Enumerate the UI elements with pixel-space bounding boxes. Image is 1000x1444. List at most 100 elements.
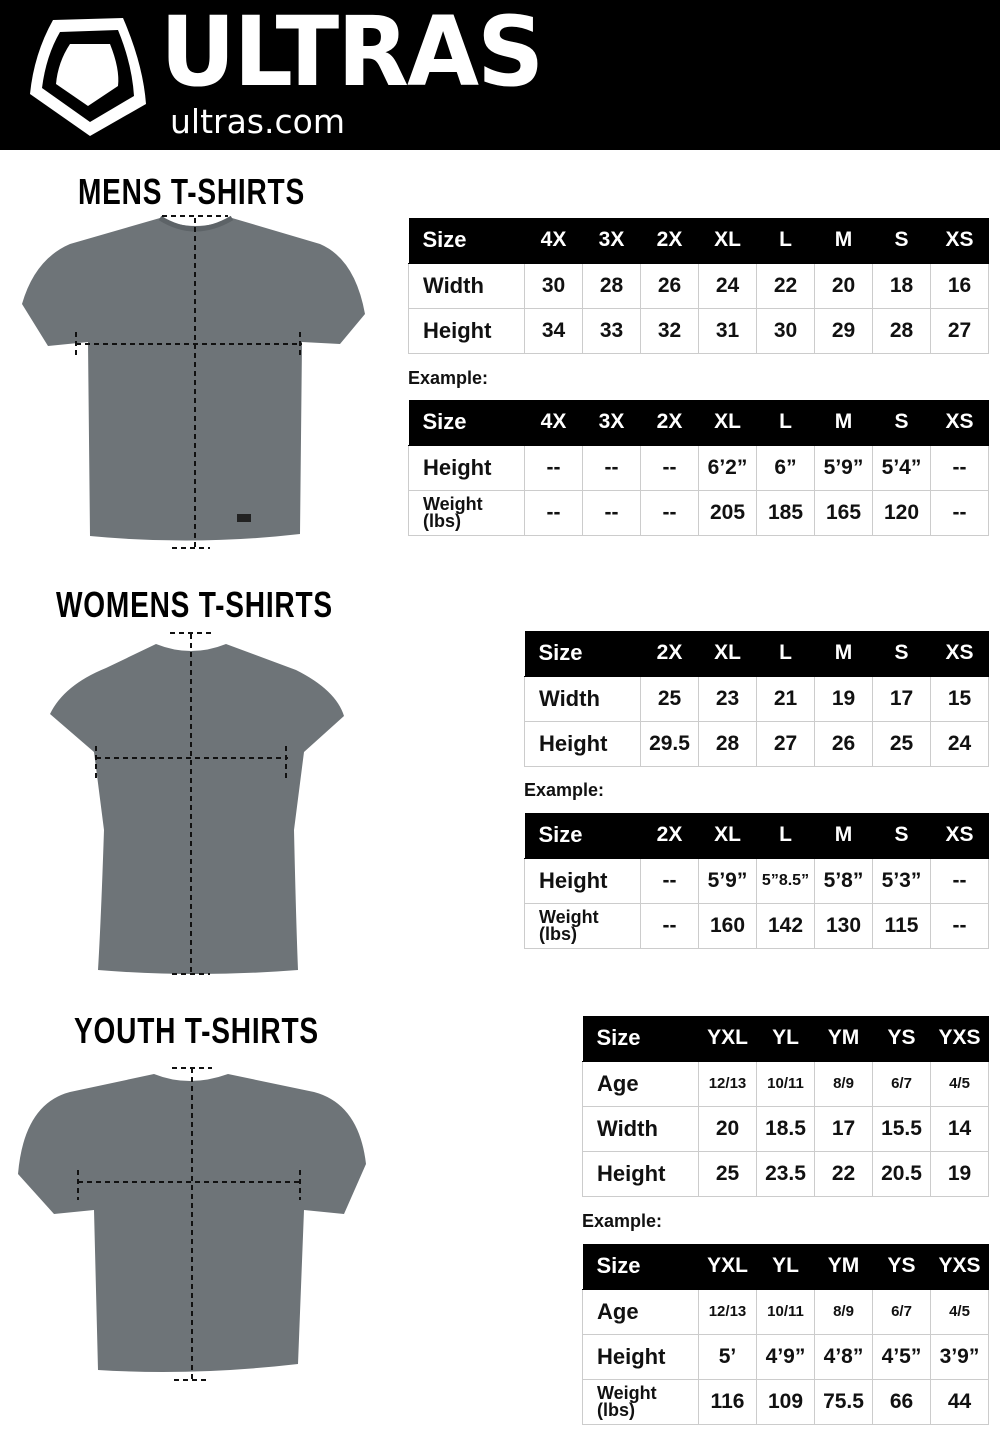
- table-cell: 115: [872, 902, 931, 949]
- site-header: ULTRAS ultras.com: [0, 0, 1000, 150]
- table-cell: --: [640, 857, 699, 904]
- size-column-header: YXL: [698, 1244, 757, 1290]
- size-column-header: 4X: [524, 400, 583, 446]
- table-cell: 5”8.5”: [756, 857, 815, 904]
- table-cell: 29.5: [640, 720, 699, 767]
- table-cell: 5’4”: [872, 444, 931, 491]
- table-row: Age 12/13 10/11 8/9 6/7 4/5: [582, 1288, 989, 1335]
- table-cell: 22: [814, 1150, 873, 1197]
- youth-example-label: Example:: [582, 1211, 663, 1231]
- size-column-header: YM: [814, 1016, 873, 1062]
- mens-example-table: Size 4X 3X 2X XL L M S XS Height -- -- -- 6’2” 6” 5’9” 5…: [408, 400, 989, 536]
- youth-size-table: Size YXL YL YM YS YXS Age 12/13 10/11 8/9 6/7 4/5 Wi…: [582, 1016, 989, 1197]
- size-column-header: XS: [930, 813, 989, 859]
- table-cell: 6’2”: [698, 444, 757, 491]
- table-cell: 165: [814, 489, 873, 536]
- table-cell: --: [640, 902, 699, 949]
- brand-name: ULTRAS: [160, 0, 544, 108]
- womens-example-label: Example:: [524, 780, 605, 800]
- size-column-header: 2X: [640, 400, 699, 446]
- row-label: Age: [582, 1288, 699, 1335]
- table-cell: --: [640, 444, 699, 491]
- size-column-header: YXL: [698, 1016, 757, 1062]
- table-cell: 12/13: [698, 1288, 757, 1335]
- table-cell: 28: [872, 307, 931, 354]
- size-column-header: XS: [930, 218, 989, 264]
- table-cell: 6/7: [872, 1060, 931, 1107]
- table-cell: 25: [640, 675, 699, 722]
- table-cell: 23: [698, 675, 757, 722]
- table-cell: 185: [756, 489, 815, 536]
- table-cell: 14: [930, 1105, 989, 1152]
- table-cell: 18.5: [756, 1105, 815, 1152]
- table-cell: 8/9: [814, 1288, 873, 1335]
- table-cell: 27: [756, 720, 815, 767]
- mens-shirt-image: [22, 215, 365, 549]
- size-column-header: XL: [698, 813, 757, 859]
- table-cell: 25: [698, 1150, 757, 1197]
- table-cell: 5’: [698, 1333, 757, 1380]
- table-row: Width 20 18.5 17 15.5 14: [582, 1105, 989, 1152]
- table-cell: 10/11: [756, 1288, 815, 1335]
- table-cell: 6”: [756, 444, 815, 491]
- table-cell: 30: [524, 262, 583, 309]
- size-column-header: 4X: [524, 218, 583, 264]
- table-cell: 160: [698, 902, 757, 949]
- size-column-header: XS: [930, 631, 989, 677]
- table-cell: 26: [814, 720, 873, 767]
- table-cell: 5’9”: [814, 444, 873, 491]
- table-cell: 4’8”: [814, 1333, 873, 1380]
- table-cell: 10/11: [756, 1060, 815, 1107]
- table-cell: --: [524, 489, 583, 536]
- table-cell: --: [640, 489, 699, 536]
- size-column-header: 2X: [640, 218, 699, 264]
- table-header-row: Size YXL YL YM YS YXS: [582, 1244, 989, 1290]
- row-label: Height: [408, 307, 525, 354]
- size-column-header: YM: [814, 1244, 873, 1290]
- table-cell: 5’8”: [814, 857, 873, 904]
- size-column-header: 3X: [582, 400, 641, 446]
- size-column-header: 2X: [640, 813, 699, 859]
- size-column-header: L: [756, 813, 815, 859]
- table-cell: 26: [640, 262, 699, 309]
- table-cell: --: [930, 857, 989, 904]
- table-header-row: Size 2X XL L M S XS: [524, 631, 989, 677]
- table-cell: --: [930, 444, 989, 491]
- table-cell: 19: [930, 1150, 989, 1197]
- table-header-row: Size YXL YL YM YS YXS: [582, 1016, 989, 1062]
- size-column-header: M: [814, 400, 873, 446]
- size-column-header: M: [814, 631, 873, 677]
- table-cell: 3’9”: [930, 1333, 989, 1380]
- size-column-header: YS: [872, 1244, 931, 1290]
- size-label-header: Size: [582, 1244, 699, 1290]
- table-cell: 12/13: [698, 1060, 757, 1107]
- mens-example-label: Example:: [408, 368, 489, 388]
- table-row: Weight (lbs) 116 109 75.5 66 44: [582, 1378, 989, 1425]
- mens-size-table: Size 4X 3X 2X XL L M S XS Width 30 28 26 24 22 20 18 16 He…: [408, 218, 989, 354]
- size-column-header: XL: [698, 218, 757, 264]
- table-cell: 116: [698, 1378, 757, 1425]
- table-cell: --: [582, 444, 641, 491]
- size-column-header: XL: [698, 400, 757, 446]
- size-column-header: S: [872, 631, 931, 677]
- table-cell: 8/9: [814, 1060, 873, 1107]
- table-row: Height 25 23.5 22 20.5 19: [582, 1150, 989, 1197]
- size-column-header: 2X: [640, 631, 699, 677]
- row-label: Width: [582, 1105, 699, 1152]
- row-label: Height: [582, 1333, 699, 1380]
- site-domain: ultras.com: [170, 102, 345, 141]
- table-row: Width 30 28 26 24 22 20 18 16: [408, 262, 989, 309]
- table-cell: 17: [814, 1105, 873, 1152]
- table-cell: 4/5: [930, 1288, 989, 1335]
- size-column-header: L: [756, 631, 815, 677]
- table-cell: 28: [698, 720, 757, 767]
- table-cell: 75.5: [814, 1378, 873, 1425]
- mens-title: MENS T-SHIRTS: [78, 171, 305, 212]
- table-row: Age 12/13 10/11 8/9 6/7 4/5: [582, 1060, 989, 1107]
- table-cell: --: [930, 902, 989, 949]
- size-column-header: M: [814, 218, 873, 264]
- row-label: Height: [582, 1150, 699, 1197]
- size-column-header: S: [872, 813, 931, 859]
- table-header-row: Size 4X 3X 2X XL L M S XS: [408, 218, 989, 264]
- table-cell: 30: [756, 307, 815, 354]
